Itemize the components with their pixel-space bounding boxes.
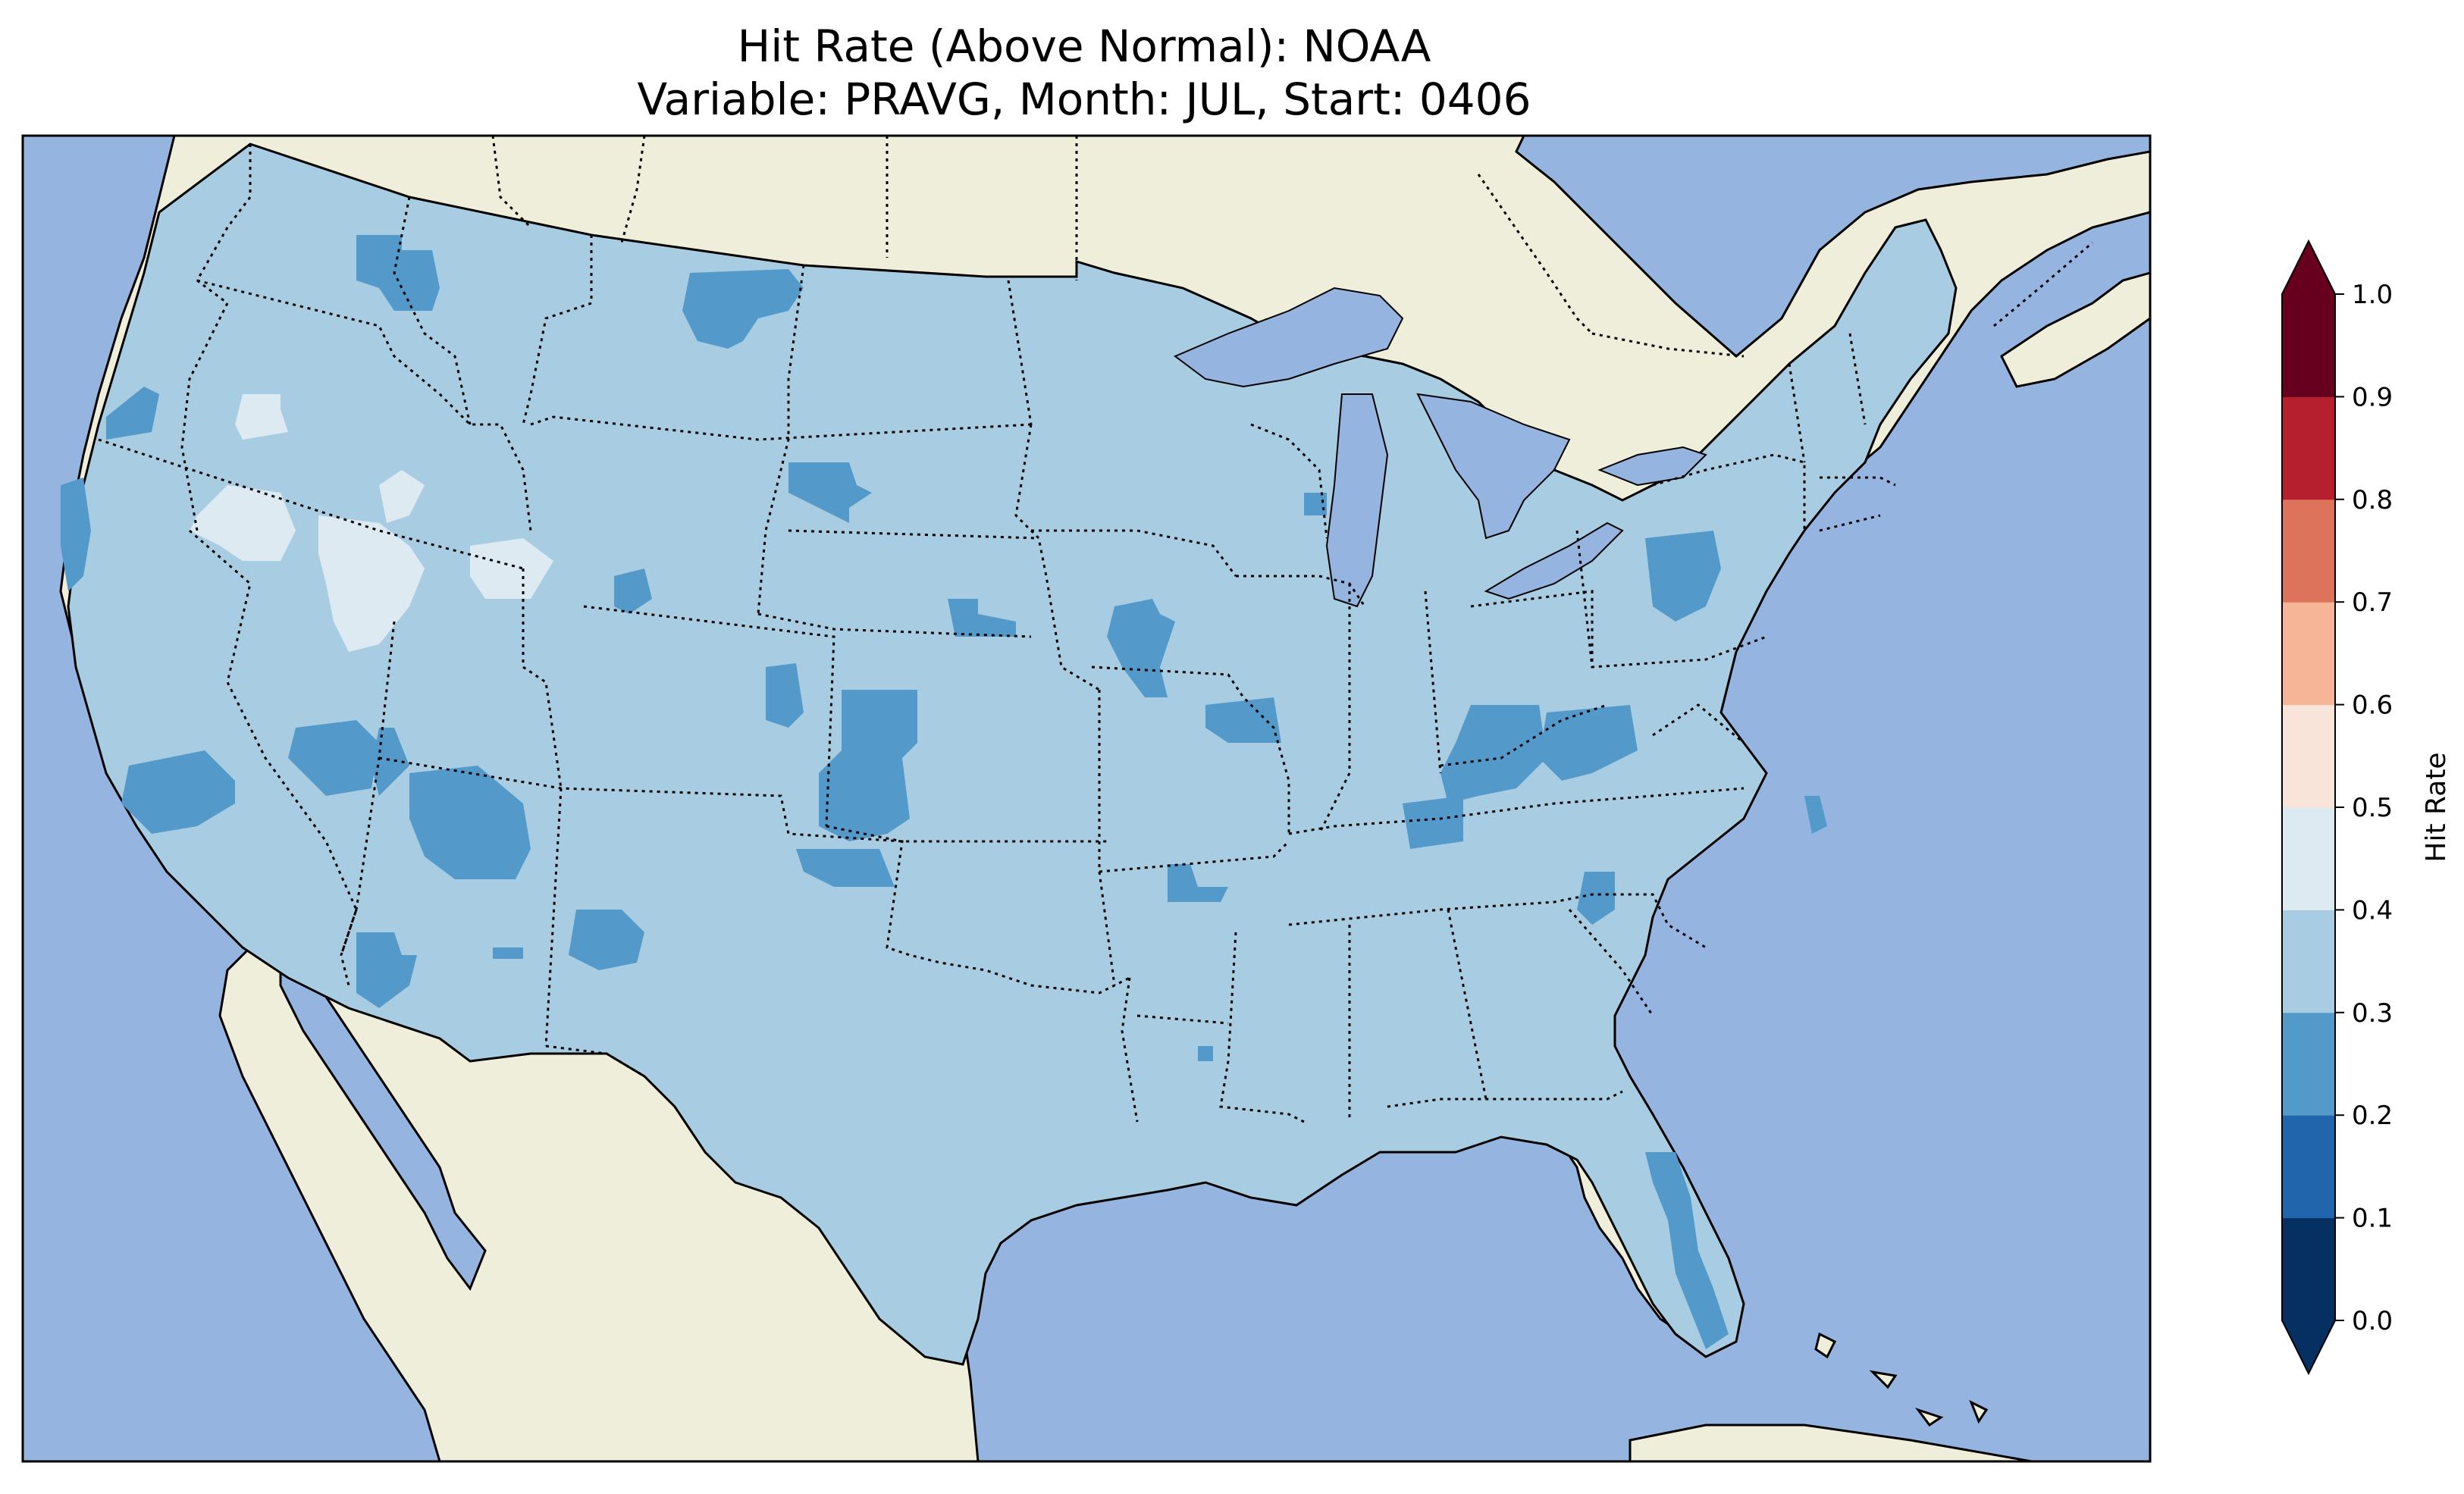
high-hit-rate-patches	[190, 394, 553, 652]
patch-kansas-west	[819, 690, 917, 841]
colorbar-extend-max	[2282, 241, 2335, 294]
patch-wyoming	[614, 568, 652, 614]
map-frame	[21, 134, 2152, 1463]
patch-wyoming-west	[470, 538, 553, 599]
colorbar-tick-label: 1.0	[2352, 280, 2393, 310]
colorbar-bin	[2282, 807, 2335, 910]
colorbar-tick-label: 0.5	[2352, 793, 2393, 823]
colorbar-bin	[2282, 396, 2335, 500]
colorbar-tick-label: 0.9	[2352, 382, 2393, 412]
lake-ontario	[1597, 446, 1707, 487]
patch-oregon-southeast	[190, 485, 296, 561]
patch-north-carolina	[1804, 796, 1827, 834]
title-line-2: Variable: PRAVG, Month: JUL, Start: 0406	[637, 74, 1531, 125]
patch-montana-east	[682, 269, 804, 349]
title-line-1: Hit Rate (Above Normal): NOAA	[737, 20, 1431, 72]
colorbar-bin	[2282, 294, 2335, 397]
colorbar-tick-label: 0.7	[2352, 587, 2393, 618]
patch-california-central	[121, 750, 235, 834]
patch-south-carolina	[1577, 872, 1615, 925]
state-boundaries	[98, 136, 2093, 1123]
patch-florida-east	[1645, 1152, 1729, 1349]
patch-idaho-south	[318, 515, 425, 652]
patch-idaho-north	[356, 235, 440, 311]
patch-california-coast	[61, 478, 91, 591]
patch-oklahoma	[796, 849, 895, 887]
patch-arkansas	[1168, 864, 1228, 902]
colorbar-tick-label: 0.1	[2352, 1204, 2393, 1234]
colorbar-label: Hit Rate	[2421, 752, 2452, 862]
patch-arizona-south	[356, 932, 417, 1008]
colorbar-bin	[2282, 1012, 2335, 1116]
nova-scotia	[2000, 271, 2150, 388]
patch-oregon-west	[106, 387, 159, 440]
colorbar-bin	[2282, 602, 2335, 706]
colorbar-tick-label: 0.2	[2352, 1101, 2393, 1131]
cuba	[1629, 1424, 2033, 1461]
colorbar-tick-label: 0.3	[2352, 998, 2393, 1029]
colorbar-tick-label: 0.8	[2352, 485, 2393, 515]
colorbar-bin	[2282, 1217, 2335, 1321]
bahamas	[1814, 1332, 1989, 1427]
colorbar-bin	[2282, 910, 2335, 1013]
lake-erie	[1484, 521, 1624, 600]
patch-tennessee	[1403, 796, 1463, 849]
low-hit-rate-patches	[61, 235, 1827, 1349]
patch-iowa	[1107, 599, 1175, 697]
gulf-of-california	[279, 952, 487, 1292]
patch-wisconsin	[1304, 493, 1327, 515]
patch-nebraska	[948, 599, 1016, 637]
colorbar-tick-label: 0.0	[2352, 1306, 2393, 1336]
colorbar-tick-label: 0.4	[2352, 895, 2393, 926]
lake-michigan	[1325, 393, 1389, 608]
patch-south-dakota	[788, 462, 872, 523]
patch-oregon-central	[235, 394, 288, 440]
lake-superior	[1174, 287, 1404, 388]
patch-nevada	[288, 720, 379, 796]
patch-louisiana	[1198, 1046, 1213, 1061]
patch-colorado	[766, 663, 804, 728]
patch-kentucky	[1440, 705, 1547, 803]
colorbar-bin	[2282, 1115, 2335, 1219]
patch-idaho-ridge	[379, 470, 425, 523]
patch-new-mexico	[569, 910, 644, 970]
patch-arizona-north	[409, 766, 531, 879]
great-lakes	[1174, 287, 1707, 608]
patch-pennsylvania	[1645, 531, 1721, 622]
lake-huron	[1416, 393, 1571, 540]
colorbar-bin	[2282, 704, 2335, 808]
patch-west-virginia	[1539, 705, 1638, 781]
patch-illinois	[1205, 697, 1281, 743]
figure-title: Hit Rate (Above Normal): NOAA Variable: …	[23, 20, 2146, 126]
colorbar: 0.0 0.1 0.2 0.3 0.4 0.5 0.6 0.7 0.8 0.9 1.0 Hit Rat…	[2281, 239, 2452, 1376]
colorbar-tick-label: 0.6	[2352, 691, 2393, 721]
colorbar-bin	[2282, 499, 2335, 603]
patch-arizona-west	[493, 947, 523, 959]
colorbar-extend-min	[2282, 1320, 2335, 1373]
